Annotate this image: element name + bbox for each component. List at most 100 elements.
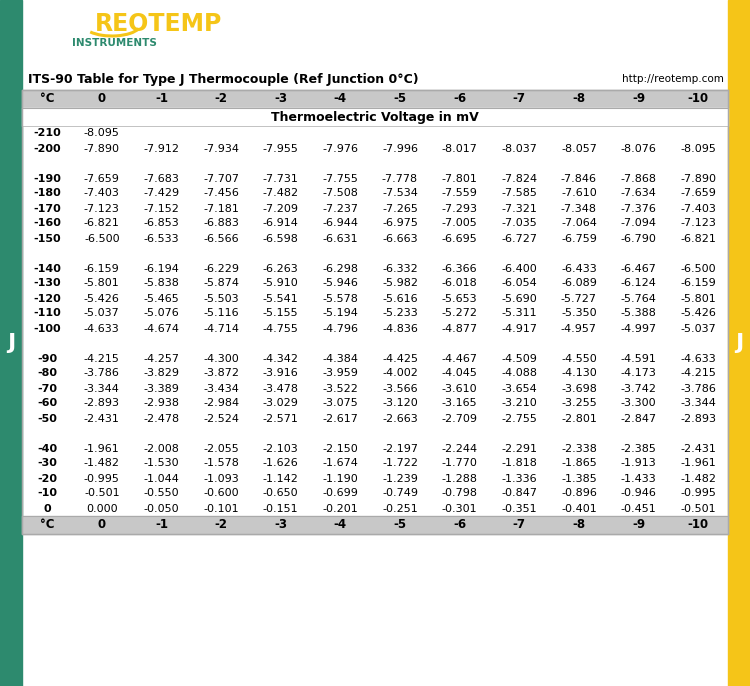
Text: -0.201: -0.201 (322, 504, 358, 514)
Bar (22, 90, 728, 108)
Text: -5.982: -5.982 (382, 279, 418, 289)
Text: -7.868: -7.868 (620, 174, 656, 183)
Text: -20: -20 (37, 473, 57, 484)
Bar (22, 366, 728, 381)
Text: -0.946: -0.946 (620, 488, 656, 499)
Text: -4.002: -4.002 (382, 368, 418, 379)
Text: -1.482: -1.482 (84, 458, 120, 469)
Text: -5.578: -5.578 (322, 294, 358, 303)
Text: -9: -9 (632, 519, 645, 532)
Text: -3.029: -3.029 (262, 399, 298, 408)
Text: ITS-90 Table for Type J Thermocouple (Ref Junction 0°C): ITS-90 Table for Type J Thermocouple (Re… (28, 73, 418, 86)
Text: -0.101: -0.101 (203, 504, 239, 514)
Text: -8.057: -8.057 (561, 143, 597, 154)
Text: -7.005: -7.005 (442, 219, 478, 228)
Text: -1.722: -1.722 (382, 458, 418, 469)
Text: -5.910: -5.910 (262, 279, 298, 289)
Text: -5.388: -5.388 (620, 309, 656, 318)
Text: -3.255: -3.255 (561, 399, 597, 408)
Text: -7.731: -7.731 (262, 174, 298, 183)
Text: -1.190: -1.190 (322, 473, 358, 484)
Bar (22, 456, 728, 471)
Bar (22, 126, 728, 141)
Text: -4.467: -4.467 (442, 353, 478, 364)
Bar (22, 186, 728, 201)
Text: -6.944: -6.944 (322, 219, 358, 228)
Text: -5.541: -5.541 (262, 294, 298, 303)
Text: -5.503: -5.503 (203, 294, 239, 303)
Text: -1.482: -1.482 (680, 473, 716, 484)
Text: -2.893: -2.893 (84, 399, 120, 408)
Text: -5.690: -5.690 (502, 294, 537, 303)
Text: -180: -180 (33, 189, 61, 198)
Text: -7.824: -7.824 (501, 174, 537, 183)
Text: -7.321: -7.321 (501, 204, 537, 213)
Text: 0.000: 0.000 (86, 504, 118, 514)
Text: -3.165: -3.165 (442, 399, 478, 408)
Text: -100: -100 (33, 324, 61, 333)
Text: -130: -130 (33, 279, 61, 289)
Text: -2.755: -2.755 (501, 414, 537, 423)
Text: -7.707: -7.707 (203, 174, 239, 183)
Text: -7: -7 (513, 519, 526, 532)
Bar (22, 141, 728, 156)
Text: -5.426: -5.426 (680, 309, 716, 318)
Text: -8: -8 (572, 519, 586, 532)
Text: -2.709: -2.709 (442, 414, 478, 423)
Text: -7.801: -7.801 (442, 174, 478, 183)
Text: -2: -2 (214, 93, 227, 106)
Text: -7.348: -7.348 (561, 204, 597, 213)
Text: -5.946: -5.946 (322, 279, 358, 289)
Text: -7.912: -7.912 (143, 143, 179, 154)
Text: -2.984: -2.984 (203, 399, 239, 408)
Text: -6: -6 (453, 93, 466, 106)
Text: -6.054: -6.054 (502, 279, 537, 289)
Text: -3.075: -3.075 (322, 399, 358, 408)
Text: -7.955: -7.955 (262, 143, 298, 154)
Text: -6: -6 (453, 519, 466, 532)
Text: -6.853: -6.853 (143, 219, 179, 228)
Text: -3.478: -3.478 (262, 383, 298, 394)
Bar (728, 0, 750, 686)
Bar (22, 471, 728, 486)
Text: -4.088: -4.088 (501, 368, 537, 379)
Text: -1.336: -1.336 (502, 473, 537, 484)
Text: -4.714: -4.714 (203, 324, 239, 333)
Text: -1.913: -1.913 (621, 458, 656, 469)
Text: -3.742: -3.742 (620, 383, 656, 394)
Text: -3.120: -3.120 (382, 399, 418, 408)
Text: -2.150: -2.150 (322, 444, 358, 453)
Text: -2.431: -2.431 (84, 414, 120, 423)
Text: -3.344: -3.344 (84, 383, 120, 394)
Text: -4.633: -4.633 (84, 324, 120, 333)
Text: -3.698: -3.698 (561, 383, 597, 394)
Text: 0: 0 (98, 93, 106, 106)
Text: -2.008: -2.008 (143, 444, 179, 453)
Text: -6.194: -6.194 (143, 263, 179, 274)
Text: -7.585: -7.585 (501, 189, 537, 198)
Text: -6.695: -6.695 (442, 233, 478, 244)
Text: -5.801: -5.801 (84, 279, 120, 289)
Text: -0.749: -0.749 (382, 488, 418, 499)
Bar (22, 411, 728, 426)
Text: -6.159: -6.159 (680, 279, 716, 289)
Text: -3.210: -3.210 (502, 399, 537, 408)
Text: -4.796: -4.796 (322, 324, 358, 333)
Text: -6.533: -6.533 (144, 233, 179, 244)
Text: -6.263: -6.263 (262, 263, 298, 274)
Text: -7.482: -7.482 (262, 189, 298, 198)
Text: -0.301: -0.301 (442, 504, 478, 514)
Text: -1.961: -1.961 (680, 458, 716, 469)
Bar (22, 171, 728, 186)
Text: -210: -210 (33, 128, 61, 139)
Text: -7.123: -7.123 (680, 219, 716, 228)
Text: -5.272: -5.272 (442, 309, 478, 318)
Text: -6.433: -6.433 (561, 263, 597, 274)
Text: -10: -10 (688, 93, 709, 106)
Text: -7.152: -7.152 (143, 204, 179, 213)
Text: -0.451: -0.451 (621, 504, 656, 514)
Text: 0: 0 (98, 519, 106, 532)
Text: -5.874: -5.874 (203, 279, 239, 289)
Text: -6.790: -6.790 (620, 233, 656, 244)
Text: -4.300: -4.300 (203, 353, 239, 364)
